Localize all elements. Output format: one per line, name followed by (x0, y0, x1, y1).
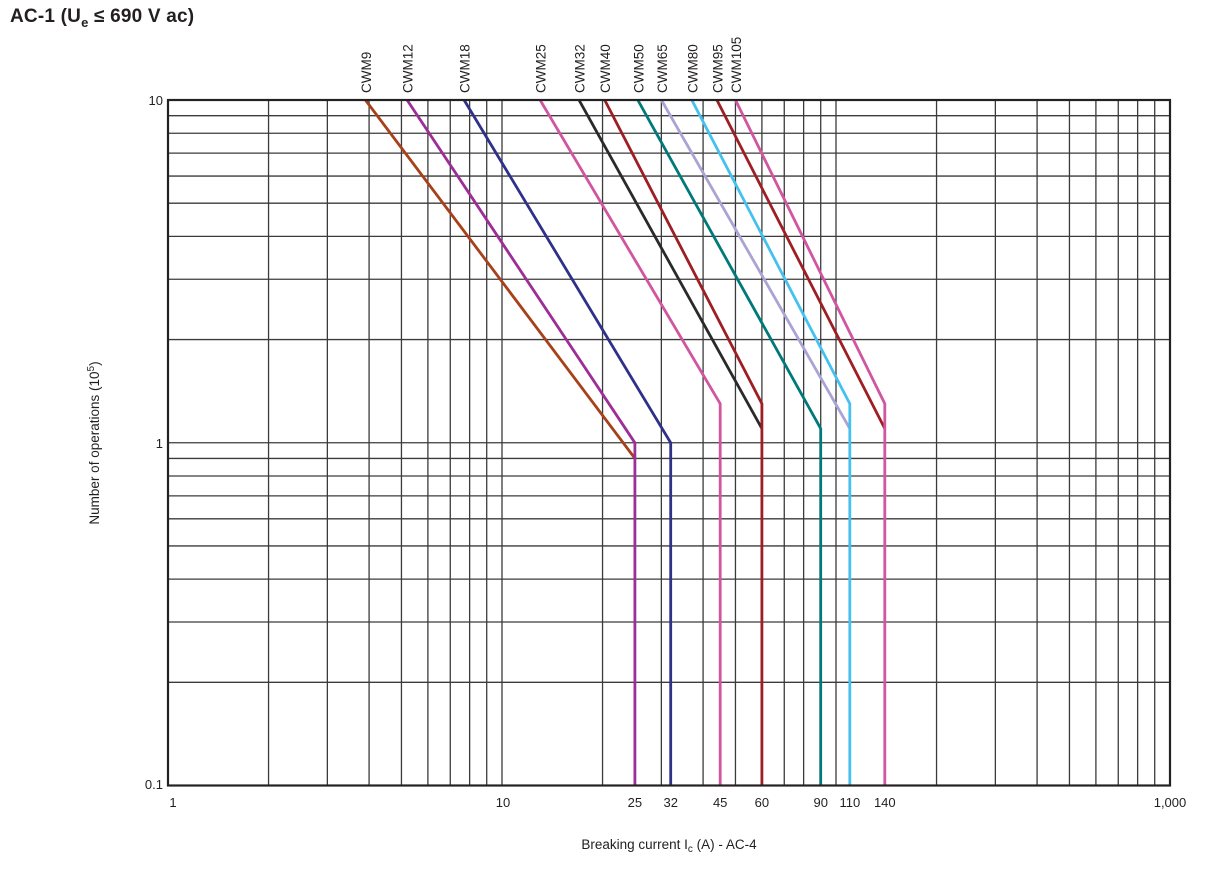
curve-cwm50 (636, 99, 823, 786)
y-tick-10: 10 (149, 93, 163, 108)
y-tick-1: 1 (156, 436, 163, 451)
series-label-cwm40: CWM40 (598, 44, 613, 93)
series-name-labels: CWM9 CWM12 CWM18 CWM25 CWM32 CWM40 CWM50 CWM65 C… (359, 37, 744, 93)
x-tick-10: 10 (496, 795, 510, 810)
curve-cwm40 (603, 99, 764, 786)
curve-cwm12 (405, 99, 637, 786)
x-rating-label-25: 25 (628, 795, 642, 810)
y-axis-title: Number of operations (105) (86, 361, 102, 524)
x-rating-label-45: 45 (713, 795, 727, 810)
curve-cwm18 (462, 99, 673, 786)
x-rating-label-110: 110 (839, 795, 860, 810)
series-label-cwm12: CWM12 (401, 44, 416, 93)
x-rating-label-32: 32 (663, 795, 677, 810)
series-label-cwm80: CWM80 (685, 44, 700, 93)
chart-title-suffix: ≤ 690 V ac) (88, 6, 195, 27)
chart-title-subscript: e (81, 14, 89, 30)
series-curves (364, 99, 887, 786)
curve-cwm80 (690, 99, 852, 786)
series-label-cwm25: CWM25 (534, 44, 549, 93)
x-rating-label-90: 90 (813, 795, 827, 810)
chart-title-prefix: AC-1 (U (10, 6, 82, 27)
x-rating-label-140: 140 (874, 795, 896, 810)
series-label-cwm9: CWM9 (359, 52, 374, 93)
x-axis-title-prefix: Breaking current I (581, 837, 688, 852)
series-label-cwm18: CWM18 (458, 44, 473, 93)
y-axis-title-superscript: 5 (86, 365, 97, 371)
curve-cwm95 (715, 99, 887, 430)
grid-lines (167, 99, 1171, 787)
curve-cwm65 (660, 99, 852, 430)
series-label-cwm65: CWM65 (655, 44, 670, 93)
x-axis-title-suffix: (A) - AC-4 (693, 837, 757, 852)
curve-cwm25 (538, 99, 722, 786)
curve-cwm32 (577, 99, 764, 430)
x-axis-title-subscript: c (688, 844, 693, 855)
curve-cwm105 (734, 99, 887, 786)
series-label-cwm105: CWM105 (729, 37, 744, 93)
series-label-cwm50: CWM50 (631, 44, 646, 93)
series-label-cwm32: CWM32 (572, 44, 587, 93)
x-axis-rating-labels: 25 32 45 60 90 110 140 (628, 795, 896, 810)
x-tick-1: 1 (169, 795, 176, 810)
y-tick-0-1: 0.1 (145, 777, 163, 792)
plot-border (166, 98, 1172, 787)
chart-title: AC-1 (Ue ≤ 690 V ac) (10, 6, 194, 30)
series-label-cwm95: CWM95 (710, 44, 725, 93)
x-rating-label-60: 60 (755, 795, 769, 810)
y-axis-title-suffix: ) (87, 361, 102, 366)
curve-cwm9 (364, 99, 637, 460)
x-axis-title: Breaking current Ic (A) - AC-4 (581, 837, 757, 855)
y-axis-title-prefix: Number of operations (10 (87, 371, 102, 524)
x-tick-1000: 1,000 (1154, 795, 1187, 810)
